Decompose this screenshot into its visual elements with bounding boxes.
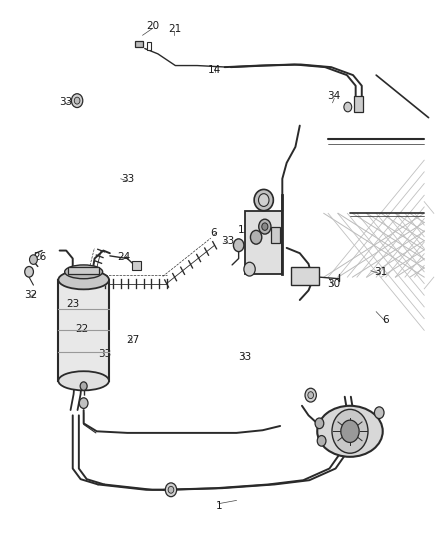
Circle shape: [80, 382, 87, 390]
Circle shape: [374, 407, 384, 418]
Text: 33: 33: [239, 352, 252, 362]
Circle shape: [74, 97, 80, 104]
Text: 23: 23: [66, 298, 79, 309]
Circle shape: [317, 435, 326, 446]
Text: 6: 6: [210, 228, 217, 238]
Text: 33: 33: [121, 174, 134, 184]
Text: 9: 9: [267, 223, 274, 233]
Circle shape: [233, 239, 244, 252]
Circle shape: [258, 193, 269, 206]
Ellipse shape: [65, 265, 102, 279]
Bar: [147, 42, 151, 50]
Text: 1: 1: [215, 500, 223, 511]
Text: 6: 6: [382, 314, 389, 325]
Text: 20: 20: [146, 21, 159, 31]
Circle shape: [25, 266, 33, 277]
Text: 33: 33: [221, 236, 234, 246]
Bar: [135, 41, 143, 47]
Circle shape: [341, 420, 359, 442]
Circle shape: [71, 94, 83, 108]
Circle shape: [262, 223, 268, 230]
Text: 32: 32: [24, 290, 37, 300]
Bar: [272, 227, 280, 243]
Ellipse shape: [254, 189, 273, 211]
Circle shape: [308, 392, 314, 399]
Text: 22: 22: [75, 324, 88, 334]
Text: 26: 26: [33, 252, 46, 262]
Circle shape: [259, 219, 271, 234]
Text: 21: 21: [168, 25, 181, 35]
Bar: [58, 280, 109, 381]
Circle shape: [344, 102, 352, 112]
Circle shape: [332, 409, 368, 453]
Ellipse shape: [58, 371, 109, 390]
Text: 24: 24: [117, 252, 131, 262]
Circle shape: [29, 255, 37, 264]
Bar: [132, 261, 141, 270]
Text: 34: 34: [328, 91, 341, 101]
Circle shape: [165, 483, 177, 497]
Circle shape: [315, 418, 324, 429]
Circle shape: [305, 388, 316, 402]
Circle shape: [244, 262, 255, 276]
Bar: [291, 266, 319, 285]
Text: 33: 33: [98, 349, 111, 359]
Text: 31: 31: [374, 267, 387, 277]
Circle shape: [79, 398, 88, 408]
Text: 33: 33: [59, 96, 72, 107]
Ellipse shape: [317, 406, 383, 457]
Text: 27: 27: [126, 335, 139, 345]
Ellipse shape: [58, 270, 109, 289]
Bar: [354, 96, 363, 112]
Bar: [245, 211, 283, 274]
Circle shape: [251, 230, 262, 244]
Text: 30: 30: [327, 279, 340, 288]
Bar: [68, 266, 99, 274]
Text: 12: 12: [238, 225, 251, 236]
Text: 14: 14: [208, 65, 221, 75]
Circle shape: [168, 486, 174, 493]
